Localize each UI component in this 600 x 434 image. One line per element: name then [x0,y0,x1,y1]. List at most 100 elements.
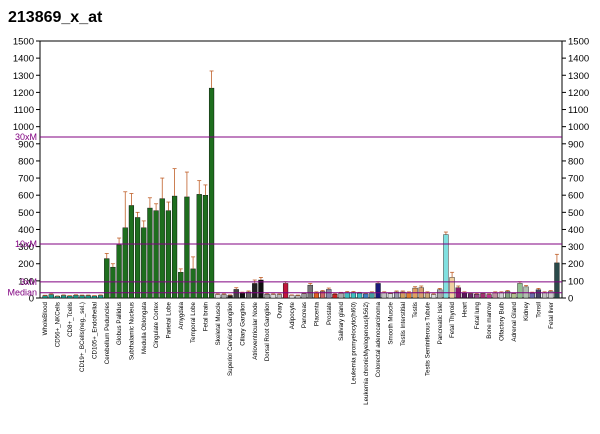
left-tick-label: 400 [18,225,34,236]
left-tick-label: 600 [18,191,34,202]
bar [363,293,369,299]
category-label: Superior Cervical Ganglion [227,301,234,376]
bar [350,292,357,299]
bar [307,284,313,299]
bar [498,292,505,299]
bar [295,295,301,299]
reference-line-label: 3xM [20,277,37,287]
bar [239,293,246,299]
right-tick-label: 1100 [568,105,588,116]
category-label: Fetal brain [202,301,209,331]
bar [270,294,276,299]
left-tick-label: 1000 [13,122,34,133]
category-label: Skeletal Muscle [215,301,222,345]
right-tick-label: 500 [568,208,584,219]
left-tick-label: 1200 [13,88,34,99]
category-label: Subthalamic Nucleus [128,302,135,360]
bar [128,205,135,299]
bar [406,292,412,299]
category-label: CD19+_BCells(neg._sel.) [79,302,86,372]
left-y-axis: 0 100 200 300 400 500 600 700 800 900 1000 1100 1200… [13,37,40,305]
category-label: Adrenal Gland [511,301,518,341]
left-tick-label: 800 [18,156,34,167]
bar [356,293,363,299]
category-label: Cingulate Cortex [153,301,160,348]
bar [159,198,165,299]
bar [461,292,468,299]
left-tick-label: 300 [18,242,34,253]
bar [437,289,443,299]
bar [467,293,474,299]
right-tick-label: 1000 [568,122,589,133]
bar [54,296,61,299]
category-label: Adipocyte [289,301,296,329]
right-tick-label: 1300 [568,71,589,82]
category-label: Leukemia promyelocytic(hl60) [350,302,357,384]
bar [134,217,141,299]
bar [215,294,221,299]
left-tick-label: 500 [18,208,34,219]
bar [326,289,332,299]
bar-series [42,70,560,299]
bar [517,283,523,299]
bar [147,207,153,299]
reference-line-label: Median [7,288,37,298]
category-label: Heart [461,302,468,317]
left-tick-label: 700 [18,174,34,185]
category-label: Smooth Muscle [387,301,394,344]
bar [153,210,159,299]
category-label: Temporal Lobe [190,301,197,342]
bar [486,294,492,299]
category-label: Fetal Thyroid [449,301,456,338]
bar [196,194,202,299]
left-tick-label: 200 [18,259,34,270]
category-label: Atrioventricular Node [252,301,259,359]
category-label: Fetal liver [548,302,555,329]
plot-frame [39,40,563,299]
bar [474,294,480,299]
left-tick-label: 100 [18,276,34,287]
left-tick-label: 1400 [13,54,34,65]
bar [344,292,350,299]
reference-line-label: 30xM [15,132,37,142]
bar [110,266,116,299]
bar [480,293,486,299]
right-tick-label: 200 [568,259,584,270]
right-tick-label: 800 [568,156,584,167]
left-tick-label: 0 [29,294,34,305]
bar [424,292,431,299]
category-label: Leukemia chronicMyelogenous(k562) [363,302,370,405]
bar [79,295,85,299]
category-label: Pancreas [301,302,308,328]
left-tick-label: 1500 [13,37,34,48]
bar [184,196,190,299]
category-label: Ciliary Ganglion [239,301,246,345]
right-tick-label: 700 [568,174,584,185]
bar [60,295,67,299]
category-label: CD8+_Tcells [67,302,74,337]
bar [48,294,54,299]
bar [67,295,73,299]
chart-title: 213869_x_at [8,9,103,26]
category-label: CD105+_Endothelial [91,302,98,359]
left-tick-label: 900 [18,139,34,150]
bar [233,289,239,299]
bar [227,295,233,299]
left-tick-label: 1300 [13,71,34,82]
right-tick-label: 900 [568,139,584,150]
category-label: Pancreatic Islet [437,302,444,345]
category-label: Medulla Oblongata [141,301,148,353]
bar [369,292,375,299]
bar [190,268,196,299]
right-tick-label: 1400 [568,54,589,65]
right-tick-label: 1500 [568,37,589,48]
category-label: Ovary [276,301,283,318]
bar [252,283,258,299]
category-label: Prostate [326,301,333,325]
bar [511,293,517,299]
right-tick-label: 0 [568,294,573,305]
category-label: Cerebellum Peduncles [104,302,111,364]
left-tick-label: 1100 [14,105,34,116]
